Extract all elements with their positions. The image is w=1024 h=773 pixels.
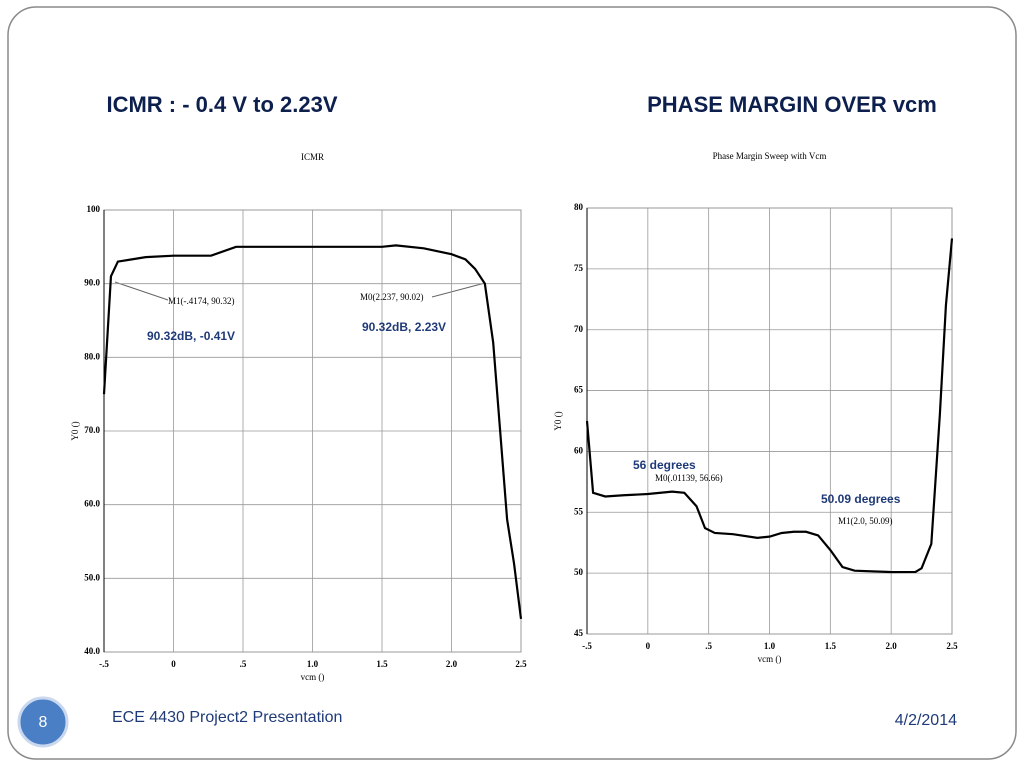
y-tick-label: 60.0 — [84, 499, 100, 509]
x-tick-label: 0 — [646, 641, 651, 651]
y-tick-label: 100 — [87, 204, 101, 214]
date: 4/2/2014 — [895, 712, 957, 729]
y-tick-label: 50 — [574, 567, 584, 577]
y-tick-label: 65 — [574, 385, 584, 395]
annotation: M0(2.237, 90.02) — [360, 292, 424, 302]
x-tick-label: 2.5 — [946, 641, 958, 651]
x-tick-label: -.5 — [582, 641, 592, 651]
y-tick-label: 50.0 — [84, 572, 100, 582]
y-axis-label: Y0 () — [553, 411, 563, 430]
x-tick-label: 0 — [171, 659, 176, 669]
y-tick-label: 70.0 — [84, 425, 100, 435]
chart-title: ICMR — [301, 152, 324, 162]
x-tick-label: 1.5 — [376, 659, 388, 669]
x-tick-label: 2.0 — [446, 659, 458, 669]
y-tick-label: 75 — [574, 263, 584, 273]
x-tick-label: .5 — [240, 659, 247, 669]
x-tick-label: 1.0 — [764, 641, 776, 651]
y-tick-label: 70 — [574, 324, 584, 334]
annotation: 90.32dB, -0.41V — [147, 329, 235, 343]
annotation: M0(.01139, 56.66) — [655, 473, 723, 483]
annotation: 50.09 degrees — [821, 492, 901, 506]
x-tick-label: -.5 — [99, 659, 109, 669]
y-axis-label: Y0 () — [70, 421, 80, 440]
y-tick-label: 45 — [574, 628, 584, 638]
y-tick-label: 90.0 — [84, 278, 100, 288]
slide-frame — [7, 6, 1017, 760]
leader-line — [431, 282, 486, 298]
data-line — [102, 244, 523, 619]
x-axis-label: vcm () — [758, 654, 782, 664]
x-tick-label: 1.5 — [825, 641, 837, 651]
x-tick-label: 1.0 — [307, 659, 319, 669]
y-tick-label: 60 — [574, 445, 584, 455]
annotation: 90.32dB, 2.23V — [362, 320, 446, 334]
slide-title: PHASE MARGIN OVER vcm — [647, 92, 937, 117]
slide-title: ICMR : - 0.4 V to 2.23V — [106, 92, 337, 117]
footer: ECE 4430 Project2 Presentation — [112, 709, 342, 726]
page-badge — [17, 696, 69, 748]
y-tick-label: 55 — [574, 506, 584, 516]
y-tick-label: 80.0 — [84, 351, 100, 361]
annotation: 56 degrees — [633, 458, 696, 472]
data-line — [585, 238, 954, 574]
leader-line — [114, 281, 169, 301]
x-tick-label: 2.0 — [886, 641, 898, 651]
y-tick-label: 40.0 — [84, 646, 100, 656]
annotation: M1(2.0, 50.09) — [838, 516, 893, 526]
chart-title: Phase Margin Sweep with Vcm — [713, 151, 827, 161]
x-tick-label: 2.5 — [515, 659, 527, 669]
x-axis-label: vcm () — [301, 672, 325, 682]
page-number: 8 — [39, 714, 48, 731]
annotation: M1(-.4174, 90.32) — [168, 296, 235, 306]
y-tick-label: 80 — [574, 202, 584, 212]
x-tick-label: .5 — [705, 641, 712, 651]
